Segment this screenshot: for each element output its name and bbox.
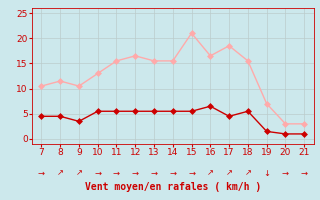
Text: →: → xyxy=(94,168,101,178)
Text: ↗: ↗ xyxy=(207,168,214,178)
Text: ↗: ↗ xyxy=(226,168,233,178)
Text: Vent moyen/en rafales ( km/h ): Vent moyen/en rafales ( km/h ) xyxy=(85,182,261,192)
Text: →: → xyxy=(132,168,139,178)
Text: →: → xyxy=(301,168,308,178)
Text: →: → xyxy=(188,168,195,178)
Text: →: → xyxy=(38,168,45,178)
Text: →: → xyxy=(282,168,289,178)
Text: →: → xyxy=(150,168,157,178)
Text: →: → xyxy=(113,168,120,178)
Text: ↗: ↗ xyxy=(57,168,64,178)
Text: →: → xyxy=(169,168,176,178)
Text: ↓: ↓ xyxy=(263,168,270,178)
Text: ↗: ↗ xyxy=(76,168,83,178)
Text: ↗: ↗ xyxy=(244,168,252,178)
